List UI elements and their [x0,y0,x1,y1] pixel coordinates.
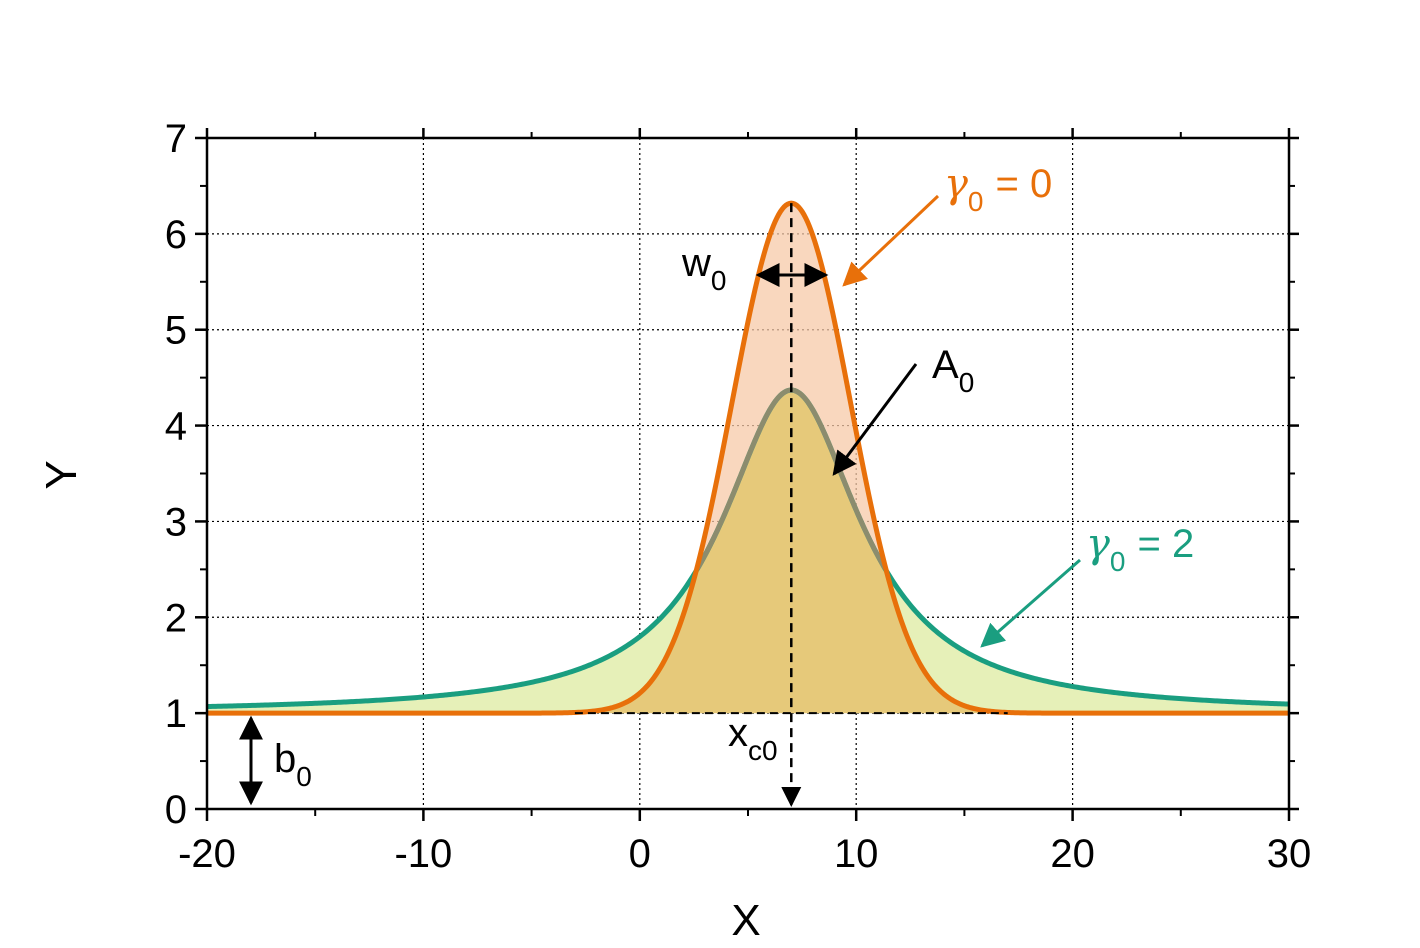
y-axis-title: Y [37,460,86,489]
y-tick-label: 5 [165,309,187,353]
x-tick-label: 30 [1267,832,1312,876]
series-overlap-fill [207,390,1289,714]
x-axis-title: X [731,896,760,945]
y-tick-label: 1 [165,692,187,736]
y-tick-label: 4 [165,405,187,449]
x-tick-label: 0 [629,832,651,876]
y-tick-label: 3 [165,500,187,544]
width-label: w0 [681,241,726,296]
x-tick-label: -10 [394,832,452,876]
x-tick-label: 20 [1050,832,1095,876]
series-arrow-gamma0-2 [980,558,1081,648]
y-tick-label: 0 [165,788,187,832]
series-label-gamma0-0: γ0 = 0 [944,161,1052,217]
area-arrow [832,363,918,476]
series-arrow-gamma0-0 [842,194,940,287]
y-tick-label: 2 [165,596,187,640]
x-tick-label: -20 [178,832,236,876]
baseline-label: b0 [274,737,312,792]
guide-lines [574,203,1008,807]
center-label: xc0 [728,711,778,766]
y-tick-label: 7 [165,117,187,161]
series-line-gamma0-0 [207,200,1289,716]
axis-ticks: -20 -10 0 10 20 30 0 1 2 3 4 5 6 7 [165,117,1312,876]
x-tick-label: 10 [834,832,879,876]
series-label-gamma0-2: γ0 = 2 [1086,521,1194,577]
area-label: A0 [932,343,974,398]
y-tick-label: 6 [165,213,187,257]
